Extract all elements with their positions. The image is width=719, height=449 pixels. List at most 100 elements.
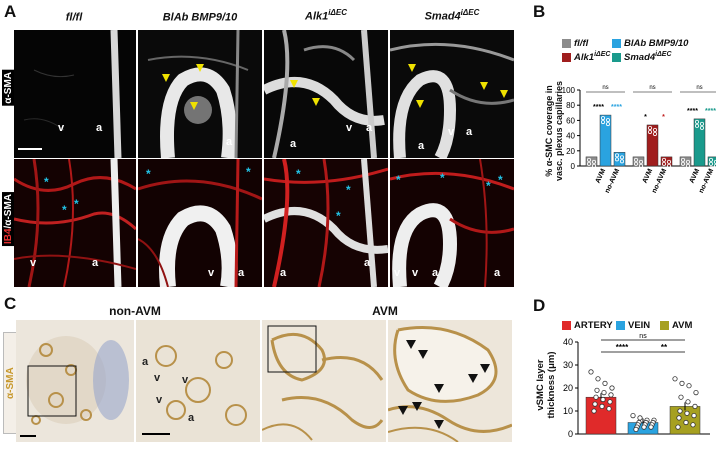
tissue-image: [388, 326, 512, 442]
data-point: [606, 406, 612, 412]
arrowhead-marker: [418, 350, 428, 359]
data-point: [694, 123, 699, 128]
artery-letter: a: [92, 257, 99, 269]
significance-label: ns: [696, 85, 702, 91]
data-point: [608, 392, 614, 398]
asterisk-marker: *: [246, 165, 251, 179]
asterisk-marker: *: [440, 171, 445, 185]
legend-item-avm: AVM: [660, 320, 692, 331]
arrowhead-marker: [500, 90, 508, 98]
histology-avm-zoom: [388, 320, 512, 442]
data-point: [683, 419, 689, 426]
data-point: [662, 161, 667, 166]
data-point: [586, 157, 591, 162]
y-tick-label: 0: [568, 429, 573, 439]
vein-letter: v: [448, 126, 455, 138]
significance-label: **: [661, 343, 668, 352]
data-point: [699, 121, 704, 126]
vessel-image: [264, 159, 388, 287]
y-tick-label: 40: [566, 132, 575, 141]
asterisk-marker: *: [146, 167, 151, 181]
asterisk-marker: *: [336, 209, 341, 223]
vein-letter: v: [30, 257, 37, 269]
data-point: [677, 408, 683, 414]
vein-letter: v: [394, 267, 401, 279]
data-point: [708, 161, 713, 166]
data-point: [639, 163, 644, 168]
artery-letter: a: [142, 356, 149, 368]
legend-swatch: [616, 321, 625, 330]
y-tick-label: 20: [563, 383, 573, 393]
data-point: [692, 403, 698, 410]
panel-b-label: B: [533, 2, 546, 21]
arrowhead-marker: [312, 98, 320, 106]
column-title-3: Alk1iΔEC: [305, 8, 347, 23]
data-point: [615, 153, 620, 158]
legend-item-smad4: Smad4iΔEC: [612, 51, 672, 63]
data-point: [691, 413, 697, 419]
significance-label: ****: [611, 104, 622, 111]
data-point: [662, 157, 667, 162]
y-tick-label: 60: [566, 116, 575, 125]
vein-letter: v: [182, 374, 189, 386]
vessel-image: [264, 30, 385, 158]
artery-letter: a: [226, 136, 233, 148]
legend-item-vein: VEIN: [616, 320, 650, 331]
y-tick-label: 0: [571, 162, 576, 171]
y-tick-label: 30: [563, 360, 573, 370]
data-point: [708, 157, 713, 162]
arrowhead-marker: [416, 100, 424, 108]
artery-letter: a: [366, 122, 373, 134]
bar: [660, 156, 673, 167]
panel-d-y-axis-title: vSMC layer thickness (μm): [535, 351, 557, 419]
micrograph-a-smad4-merge: * * * * v v a a: [390, 159, 514, 287]
data-point: [607, 399, 613, 405]
data-point: [606, 118, 611, 123]
data-point: [609, 385, 615, 391]
artery-letter: a: [466, 126, 473, 138]
significance-label: ****: [687, 108, 698, 115]
artery-letter: a: [418, 140, 425, 152]
vessel-image: [18, 30, 122, 158]
significance-label: ns: [649, 85, 655, 91]
data-point: [676, 415, 682, 421]
y-tick-label: 80: [566, 101, 575, 110]
histology-nonavm-overview: [16, 320, 134, 442]
x-tick-label: AVM: [595, 168, 608, 185]
data-point: [679, 380, 685, 387]
micrograph-a-blab-merge: * * v a: [138, 159, 262, 287]
artery-letter: a: [238, 267, 245, 279]
y-tick-label: 100: [562, 86, 576, 95]
vein-letter: v: [58, 122, 65, 134]
data-point: [681, 161, 686, 166]
data-point: [620, 159, 625, 164]
asterisk-marker: *: [296, 167, 301, 181]
arrowhead-marker: [434, 384, 444, 393]
legend-swatch: [562, 39, 571, 48]
tissue-image: [262, 325, 384, 441]
data-point: [672, 376, 678, 382]
arrowhead-marker: [162, 74, 170, 82]
vein-letter: v: [346, 122, 353, 134]
micrograph-a-flfl-sma: v a: [14, 30, 136, 158]
data-point: [592, 163, 597, 168]
arrowhead-marker: [434, 420, 444, 429]
artery-letter: a: [432, 267, 439, 279]
micrograph-a-flfl-merge: * * * v a: [14, 159, 136, 287]
histology-nonavm-zoom: a v v v a: [136, 320, 260, 442]
data-point: [594, 387, 600, 393]
data-point: [653, 127, 658, 132]
micrograph-a-alk1-merge: * * * a a: [264, 159, 388, 287]
bar: [599, 114, 612, 167]
legend-swatch: [562, 321, 571, 330]
bar: [679, 156, 692, 167]
artery-letter: a: [364, 257, 371, 269]
y-tick-label: 40: [563, 337, 573, 347]
legend-swatch: [612, 52, 621, 62]
vessel-image: [138, 159, 262, 287]
avm-title: AVM: [372, 304, 398, 318]
micrograph-a-blab-sma: a: [138, 30, 262, 158]
micrograph-a-smad4-sma: v a a: [390, 30, 514, 158]
column-title-1: fl/fl: [65, 11, 83, 24]
asterisk-marker: *: [498, 173, 503, 187]
